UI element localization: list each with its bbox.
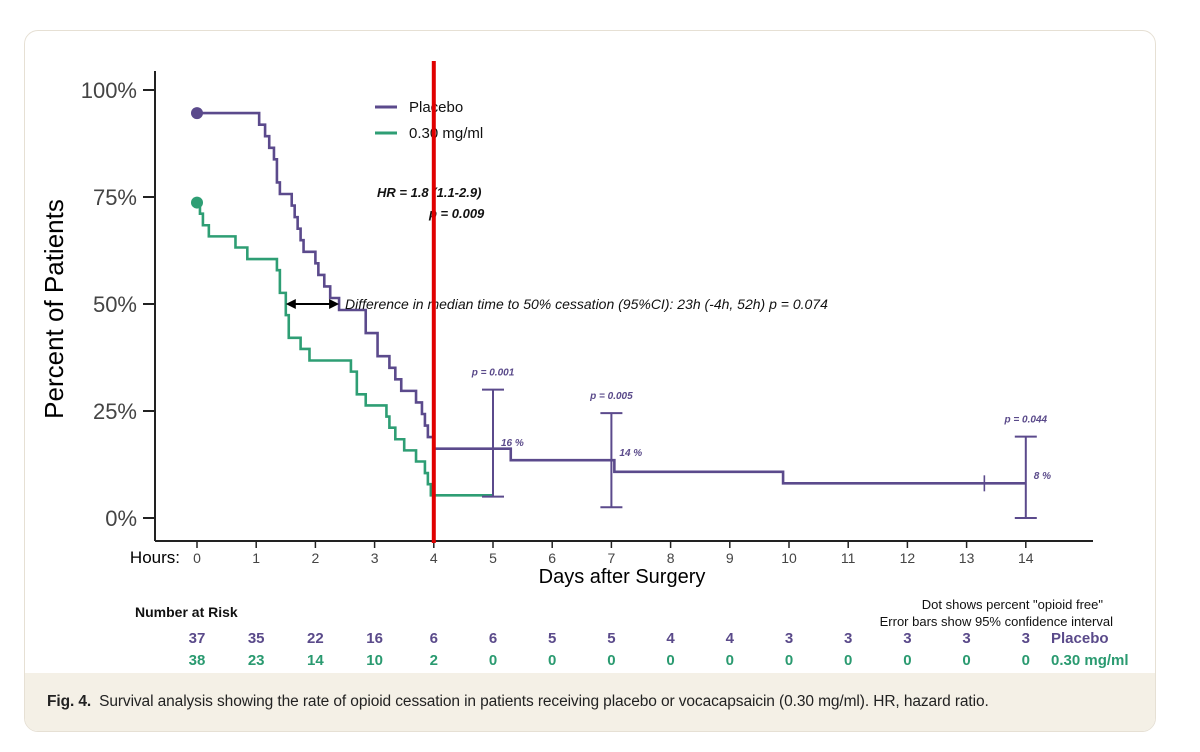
treatment-survival-line — [197, 201, 493, 497]
median-difference-text: Difference in median time to 50% cessati… — [345, 296, 828, 312]
risk-table-cell: 0 — [962, 652, 970, 669]
risk-table-cell: 6 — [489, 630, 497, 647]
risk-table-cell: 0 — [844, 652, 852, 669]
x-tick-label: 0 — [193, 550, 201, 566]
y-tick-label: 25% — [93, 399, 137, 424]
x-prefix-label: Hours: — [130, 548, 180, 567]
legend-placebo-label: Placebo — [409, 99, 463, 116]
risk-table-cell: 2 — [430, 652, 438, 669]
y-tick-label: 50% — [93, 292, 137, 317]
legend-treatment-label: 0.30 mg/ml — [409, 125, 483, 142]
caption-text: Survival analysis showing the rate of op… — [99, 693, 989, 710]
y-tick-label: 75% — [93, 185, 137, 210]
x-tick-label: 4 — [430, 550, 438, 566]
risk-table-cell: 22 — [307, 630, 324, 647]
hazard-ratio-text: HR = 1.8 (1.1-2.9) — [377, 185, 481, 200]
x-axis-title: Days after Surgery — [539, 566, 706, 588]
error-bar-p-value: p = 0.005 — [589, 391, 633, 402]
risk-table-cell: 3 — [1022, 630, 1030, 647]
median-arrow-head-right — [329, 299, 340, 309]
survival-chart: 0%25%50%75%100%0 1 2 3 4 5 6 7 8 9 10 11 12 13 14Hours… — [39, 61, 1129, 669]
risk-table-cell: 0 — [903, 652, 911, 669]
x-tick-label: 13 — [959, 550, 975, 566]
error-bar-p-value: p = 0.044 — [1004, 415, 1048, 426]
x-tick-label: 5 — [489, 550, 497, 566]
risk-table-cell: 35 — [248, 630, 265, 647]
error-bar-p-value: p = 0.001 — [471, 368, 515, 379]
risk-table-cell: 14 — [307, 652, 324, 669]
figure-caption: Fig. 4. Survival analysis showing the rat… — [47, 693, 989, 711]
median-arrow-head-left — [285, 299, 296, 309]
placebo-survival-line — [197, 111, 1026, 485]
risk-table-cell: 0 — [1022, 652, 1030, 669]
risk-table-cell: 3 — [844, 630, 852, 647]
placebo-start-dot — [191, 107, 203, 120]
x-tick-label: 1 — [252, 550, 260, 566]
x-tick-label: 9 — [726, 550, 734, 566]
x-tick-label: 8 — [667, 550, 675, 566]
risk-table-cell: 5 — [607, 630, 615, 647]
y-tick-label: 0% — [105, 506, 137, 531]
risk-table-cell: 23 — [248, 652, 265, 669]
x-tick-label: 6 — [548, 550, 556, 566]
x-tick-label: 7 — [608, 550, 616, 566]
note-dot-explanation: Dot shows percent "opioid free" — [922, 597, 1104, 612]
risk-table-cell: 6 — [430, 630, 438, 647]
figure-card: 0% 25% 50% 75% 100% 0 1 2 3 4 5 6 7 8 9 10 11 12 13 14 Hours… — [24, 30, 1156, 732]
risk-table-cell: 0 — [785, 652, 793, 669]
risk-table-cell: 4 — [666, 630, 675, 647]
x-tick-label: 11 — [841, 550, 856, 566]
y-axis-title: Percent of Patients — [39, 199, 69, 419]
risk-table-cell: 3 — [903, 630, 911, 647]
risk-row-label-treatment: 0.30 mg/ml — [1051, 652, 1129, 669]
note-error-bars: Error bars show 95% confidence interval — [880, 614, 1114, 629]
treatment-start-dot — [191, 196, 203, 209]
risk-table-cell: 0 — [548, 652, 556, 669]
y-tick-label: 100% — [81, 78, 137, 103]
x-tick-label: 3 — [371, 550, 379, 566]
error-bar-percent: 8 % — [1034, 471, 1051, 482]
risk-table-cell: 16 — [366, 630, 383, 647]
error-bar-percent: 16 % — [501, 438, 524, 449]
caption-figure-number: Fig. 4. — [47, 693, 92, 710]
caption-bar: Fig. 4. Survival analysis showing the rat… — [25, 673, 1155, 731]
x-tick-label: 2 — [312, 550, 320, 566]
x-tick-label: 10 — [781, 550, 797, 566]
risk-row-label-placebo: Placebo — [1051, 630, 1109, 647]
x-tick-label: 12 — [900, 550, 916, 566]
hazard-ratio-p-value: p = 0.009 — [428, 206, 485, 221]
risk-table-cell: 3 — [962, 630, 970, 647]
risk-table-title: Number at Risk — [135, 604, 238, 620]
risk-table-cell: 4 — [726, 630, 735, 647]
error-bar-percent: 14 % — [619, 448, 642, 459]
risk-table-cell: 0 — [489, 652, 497, 669]
risk-table-cell: 5 — [548, 630, 556, 647]
risk-table-cell: 38 — [189, 652, 206, 669]
x-tick-label: 14 — [1018, 550, 1034, 566]
risk-table-cell: 3 — [785, 630, 793, 647]
risk-table-cell: 10 — [366, 652, 383, 669]
risk-table-cell: 0 — [607, 652, 615, 669]
risk-table-cell: 0 — [726, 652, 734, 669]
risk-table-cell: 0 — [666, 652, 674, 669]
risk-table-cell: 37 — [189, 630, 206, 647]
